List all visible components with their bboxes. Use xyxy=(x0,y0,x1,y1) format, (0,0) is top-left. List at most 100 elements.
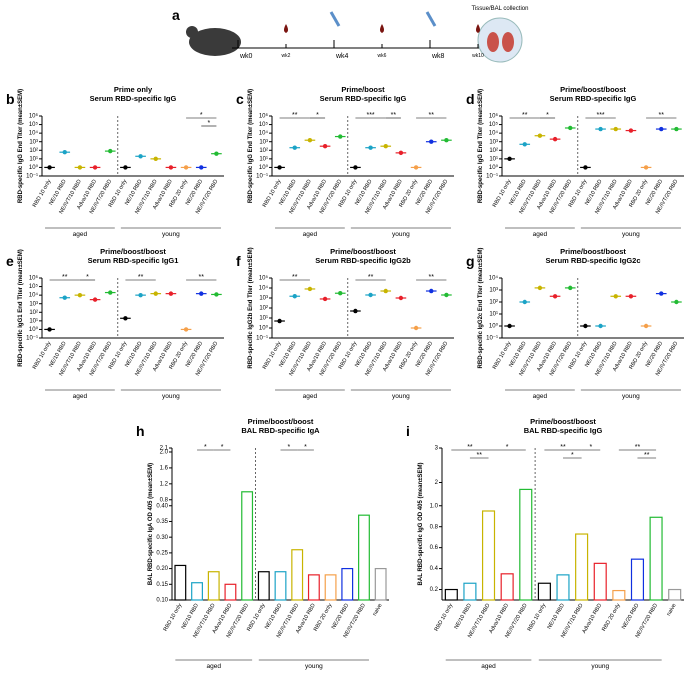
dot xyxy=(108,290,113,295)
dot xyxy=(537,285,543,291)
significance-label: ** xyxy=(659,112,665,119)
dot xyxy=(168,291,174,296)
dot xyxy=(277,318,282,324)
significance-label: ** xyxy=(138,274,144,281)
bar xyxy=(191,582,203,601)
panel-letter: g xyxy=(466,253,475,269)
chart-title: Prime/boost/boost xyxy=(560,85,626,94)
bar xyxy=(307,574,320,601)
panel-letter: e xyxy=(6,253,14,269)
bar xyxy=(257,571,270,601)
group-label: young xyxy=(162,231,180,238)
panel-letter: d xyxy=(466,91,475,107)
dot xyxy=(522,142,527,147)
organ-icon xyxy=(502,32,514,52)
week-label: wk0 xyxy=(239,53,253,60)
dot xyxy=(583,323,588,329)
x-tick-label: RBD 10 only xyxy=(527,603,548,633)
group-label: young xyxy=(591,663,609,670)
y-tick-label: 10⁵ xyxy=(29,121,39,128)
chart-title: Prime/boost/boost xyxy=(248,417,314,426)
week-label: wk2 xyxy=(282,53,291,59)
significance-label: * xyxy=(204,444,207,451)
y-tick-label: 0.40 xyxy=(156,503,168,509)
chart-subtitle: Serum RBD-specific IgG xyxy=(90,94,177,103)
dot xyxy=(138,154,143,159)
dot xyxy=(277,165,282,170)
y-tick-label: 0.8 xyxy=(160,497,169,503)
y-tick-label: 10² xyxy=(259,306,268,312)
chart-subtitle: Serum RBD-specific IgG2c xyxy=(545,256,640,265)
y-tick-label: 10⁵ xyxy=(259,275,269,282)
bar xyxy=(556,574,570,601)
y-tick-label: 1.2 xyxy=(160,481,169,487)
bar xyxy=(593,562,607,601)
y-tick-label: 10⁻¹ xyxy=(256,336,268,342)
chart-subtitle: BAL RBD-specific IgG xyxy=(524,426,603,435)
y-tick-label: 10⁴ xyxy=(29,292,39,299)
y-tick-label: 0.20 xyxy=(156,566,168,572)
dot xyxy=(77,165,83,170)
significance-label: ** xyxy=(467,444,473,451)
y-axis-label: RBD-specific IgG End Titer (mean±SEM) xyxy=(248,89,254,203)
dot xyxy=(214,151,219,156)
y-tick-label: 10³ xyxy=(489,139,498,145)
panel-letter: a xyxy=(172,7,180,23)
significance-label: * xyxy=(304,444,307,451)
chart-title: Prime/boost/boost xyxy=(530,417,596,426)
panel-letter: h xyxy=(136,423,145,439)
y-axis-label: RBD-specific IgG End Titer (mean±SEM) xyxy=(478,89,484,203)
week-label: wk8 xyxy=(431,53,445,60)
bar xyxy=(174,564,187,601)
significance-label: * xyxy=(86,274,89,281)
significance-label: ** xyxy=(522,112,528,119)
dot xyxy=(429,139,434,144)
y-tick-label: 10⁻¹ xyxy=(486,336,498,342)
panel-letter: c xyxy=(236,91,244,107)
y-tick-label: 10⁶ xyxy=(259,113,269,120)
dot xyxy=(628,128,634,133)
dot xyxy=(307,138,313,143)
significance-label: * xyxy=(506,444,509,451)
dot xyxy=(92,297,98,302)
x-tick-label: RBD 10 only xyxy=(434,603,455,633)
dot xyxy=(368,292,373,298)
dot xyxy=(643,323,649,329)
dot xyxy=(292,145,297,150)
significance-label: ** xyxy=(391,112,397,119)
bar xyxy=(207,571,220,601)
significance-label: * xyxy=(571,452,574,459)
significance-label: ** xyxy=(644,452,650,459)
y-tick-label: 10⁵ xyxy=(29,283,39,290)
dot xyxy=(108,148,113,154)
bar xyxy=(444,588,458,601)
dot xyxy=(398,150,404,156)
dot xyxy=(322,296,328,302)
dot xyxy=(598,323,603,329)
group-label: young xyxy=(392,231,410,238)
group-label: young xyxy=(392,393,410,400)
y-tick-label: 0.25 xyxy=(156,550,168,556)
dot xyxy=(183,165,189,170)
y-axis-label: BAL RBD-specific IgG OD 405 (mean±SEM) xyxy=(418,463,424,586)
dot xyxy=(398,295,404,301)
significance-label: ** xyxy=(292,274,298,281)
y-axis-label: BAL RBD-specific IgA OD 405 (mean±SEM) xyxy=(148,463,154,585)
dot xyxy=(77,292,83,298)
y-tick-label: 2.1 xyxy=(160,446,169,452)
dot xyxy=(123,316,128,321)
group-label: young xyxy=(162,393,180,400)
blood-drop xyxy=(476,24,480,33)
dot xyxy=(338,291,343,296)
y-tick-label: 1.0 xyxy=(430,503,439,509)
y-tick-label: 0.35 xyxy=(156,519,168,525)
y-tick-label: 3 xyxy=(435,446,439,452)
y-tick-label: 10⁻¹ xyxy=(26,174,38,180)
dot xyxy=(368,145,373,150)
week-label: wk4 xyxy=(335,53,349,60)
significance-label: ** xyxy=(368,274,374,281)
panel-letter: b xyxy=(6,91,15,107)
dot xyxy=(214,292,219,297)
